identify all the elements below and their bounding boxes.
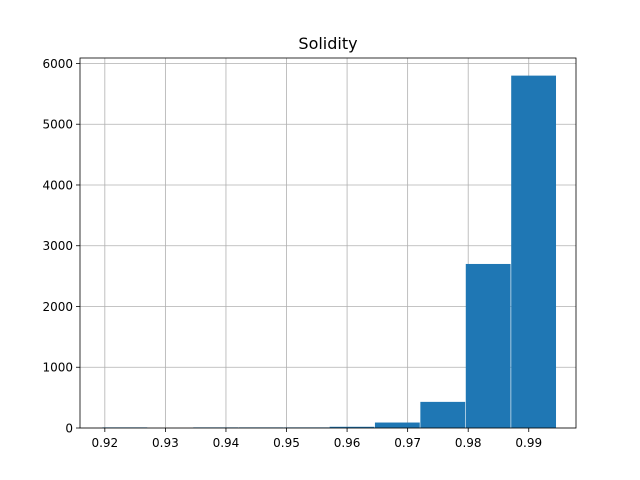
histogram-bar — [465, 263, 511, 428]
y-tick-label: 3000 — [42, 239, 73, 253]
chart-title: Solidity — [298, 34, 357, 53]
axes — [79, 57, 577, 429]
x-tick-label: 0.92 — [91, 436, 118, 450]
y-tick-label: 0 — [65, 422, 73, 436]
y-tick-label: 2000 — [42, 300, 73, 314]
x-tick-label: 0.98 — [455, 436, 482, 450]
plot-frame — [79, 57, 577, 429]
x-tick-label: 0.99 — [515, 436, 542, 450]
bars — [102, 75, 557, 428]
x-tick-label: 0.95 — [273, 436, 300, 450]
histogram-bar — [374, 422, 420, 428]
y-tick-label: 1000 — [42, 361, 73, 375]
y-axis-ticks: 0 1000 2000 3000 4000 5000 6000 — [42, 57, 80, 436]
histogram-bar — [420, 401, 466, 428]
y-tick-label: 6000 — [42, 57, 73, 71]
x-axis-ticks: 0.92 0.93 0.94 0.95 0.96 0.97 0.98 0.99 — [91, 428, 542, 450]
histogram-bar — [511, 75, 557, 428]
y-tick-label: 5000 — [42, 118, 73, 132]
x-tick-label: 0.96 — [334, 436, 361, 450]
x-tick-label: 0.93 — [152, 436, 179, 450]
y-tick-label: 4000 — [42, 178, 73, 192]
histogram-bar — [329, 426, 375, 428]
x-tick-label: 0.94 — [213, 436, 240, 450]
x-tick-label: 0.97 — [394, 436, 421, 450]
